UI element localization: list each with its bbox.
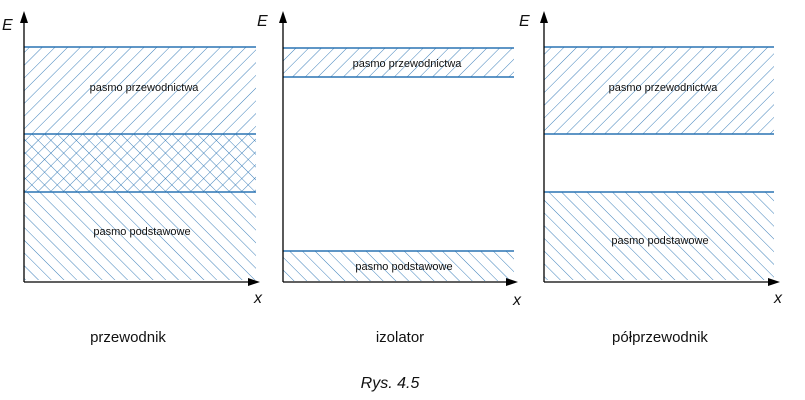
band-valence xyxy=(283,251,514,281)
x-axis-arrow-icon xyxy=(768,278,780,286)
panel-title-semiconductor: półprzewodnik xyxy=(612,329,708,346)
band-label-valence: pasmo podstawowe xyxy=(355,261,452,273)
y-axis-label: E xyxy=(519,13,530,30)
x-axis-label: x xyxy=(773,290,783,307)
y-axis-label: E xyxy=(2,17,13,34)
x-axis-arrow-icon xyxy=(506,278,518,286)
band-label-valence: pasmo podstawowe xyxy=(93,226,190,238)
panel-insulator: E x pasmo przewodnictwa pasmo podstawowe… xyxy=(257,11,522,346)
band-overlap xyxy=(24,134,256,192)
panel-title-insulator: izolator xyxy=(376,329,424,346)
band-label-valence: pasmo podstawowe xyxy=(611,235,708,247)
band-label-conduction: pasmo przewodnictwa xyxy=(353,58,463,70)
band-label-conduction: pasmo przewodnictwa xyxy=(90,82,200,94)
band-conduction xyxy=(24,47,256,134)
band-conduction xyxy=(544,47,774,134)
y-axis-arrow-icon xyxy=(540,11,548,23)
x-axis-label: x xyxy=(253,290,263,307)
y-axis-arrow-icon xyxy=(20,11,28,23)
panel-title-conductor: przewodnik xyxy=(90,329,166,346)
band-valence xyxy=(544,192,774,280)
x-axis-label: x xyxy=(512,292,522,309)
y-axis-label: E xyxy=(257,13,268,30)
panel-semiconductor: E x pasmo przewodnictwa pasmo podstawowe… xyxy=(519,11,783,346)
y-axis-arrow-icon xyxy=(279,11,287,23)
x-axis-arrow-icon xyxy=(248,278,260,286)
band-conduction xyxy=(283,48,514,77)
figure-caption: Rys. 4.5 xyxy=(361,375,420,392)
band-valence xyxy=(24,192,256,280)
panel-conductor: E x pasmo przewodnictwa pasmo podstawowe… xyxy=(2,11,263,346)
band-label-conduction: pasmo przewodnictwa xyxy=(609,82,719,94)
